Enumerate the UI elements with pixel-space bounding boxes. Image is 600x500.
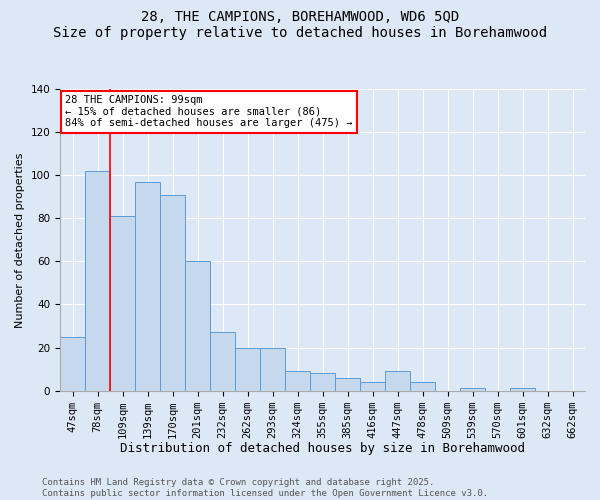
- Bar: [260, 348, 285, 391]
- Bar: [510, 388, 535, 390]
- Bar: [210, 332, 235, 390]
- Bar: [460, 388, 485, 390]
- Bar: [160, 194, 185, 390]
- Bar: [310, 374, 335, 390]
- Y-axis label: Number of detached properties: Number of detached properties: [15, 152, 25, 328]
- Bar: [385, 371, 410, 390]
- Bar: [410, 382, 435, 390]
- Bar: [110, 216, 135, 390]
- Text: 28, THE CAMPIONS, BOREHAMWOOD, WD6 5QD
Size of property relative to detached hou: 28, THE CAMPIONS, BOREHAMWOOD, WD6 5QD S…: [53, 10, 547, 40]
- X-axis label: Distribution of detached houses by size in Borehamwood: Distribution of detached houses by size …: [120, 442, 525, 455]
- Bar: [235, 348, 260, 391]
- Bar: [135, 182, 160, 390]
- Bar: [60, 337, 85, 390]
- Bar: [85, 171, 110, 390]
- Bar: [185, 262, 210, 390]
- Text: Contains HM Land Registry data © Crown copyright and database right 2025.
Contai: Contains HM Land Registry data © Crown c…: [42, 478, 488, 498]
- Bar: [335, 378, 360, 390]
- Bar: [360, 382, 385, 390]
- Text: 28 THE CAMPIONS: 99sqm
← 15% of detached houses are smaller (86)
84% of semi-det: 28 THE CAMPIONS: 99sqm ← 15% of detached…: [65, 95, 353, 128]
- Bar: [285, 371, 310, 390]
